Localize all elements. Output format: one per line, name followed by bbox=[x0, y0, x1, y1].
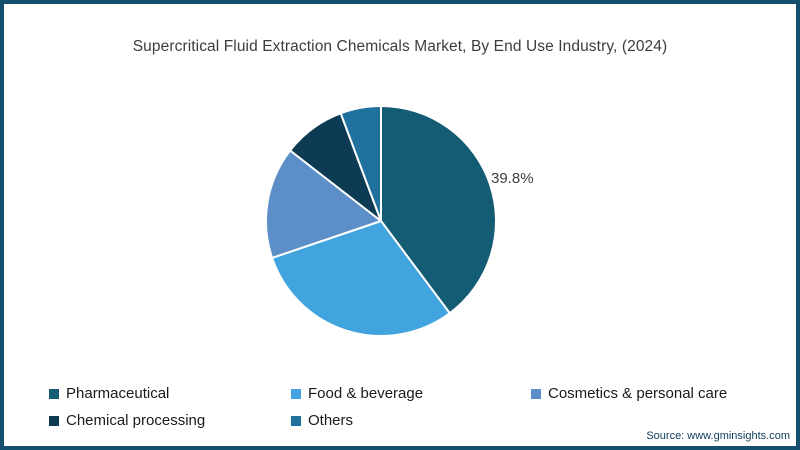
legend-item-chemical-processing[interactable]: Chemical processing bbox=[49, 412, 291, 429]
legend: Pharmaceutical Food & beverage Cosmetics &… bbox=[49, 385, 764, 429]
pie-slice-percentage-label: 39.8% bbox=[491, 170, 534, 187]
pie-slice-food-beverage[interactable] bbox=[271, 220, 451, 337]
legend-swatch-icon bbox=[49, 415, 59, 426]
chart-title: Supercritical Fluid Extraction Chemicals… bbox=[132, 38, 668, 55]
legend-swatch-icon bbox=[49, 388, 59, 399]
legend-item-cosmetics-personal-care[interactable]: Cosmetics & personal care bbox=[531, 385, 764, 402]
pie-slice-cosmetics-personal-care[interactable] bbox=[265, 149, 382, 259]
pie-chart bbox=[265, 105, 497, 337]
pie-slice-pharmaceutical[interactable] bbox=[380, 105, 497, 315]
legend-label: Food & beverage bbox=[308, 385, 424, 402]
source-note: Source: www.gminsights.com bbox=[646, 430, 790, 442]
pie-slice-others[interactable] bbox=[339, 105, 382, 222]
legend-swatch-icon bbox=[291, 388, 301, 399]
legend-item-pharmaceutical[interactable]: Pharmaceutical bbox=[49, 385, 291, 402]
legend-item-food-beverage[interactable]: Food & beverage bbox=[291, 385, 531, 402]
legend-item-others[interactable]: Others bbox=[291, 412, 531, 429]
legend-swatch-icon bbox=[531, 388, 541, 399]
legend-label: Pharmaceutical bbox=[66, 385, 170, 402]
legend-label: Chemical processing bbox=[66, 412, 206, 429]
legend-swatch-icon bbox=[291, 415, 301, 426]
legend-label: Cosmetics & personal care bbox=[548, 385, 728, 402]
legend-label: Others bbox=[308, 412, 354, 429]
